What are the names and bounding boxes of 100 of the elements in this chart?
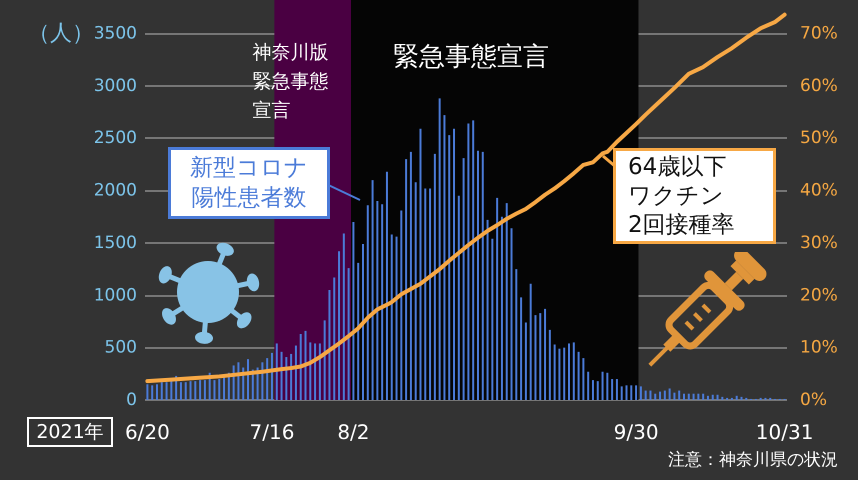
bar xyxy=(390,234,393,400)
bar xyxy=(204,380,206,400)
y2-tick-label: 60% xyxy=(800,76,838,96)
bar xyxy=(616,379,618,400)
bar xyxy=(453,128,456,400)
x-tick-label: 8/2 xyxy=(337,420,370,444)
bar xyxy=(673,392,676,400)
bar xyxy=(626,385,628,400)
bar xyxy=(381,204,384,400)
bar xyxy=(294,346,297,400)
bar xyxy=(199,380,202,400)
bar xyxy=(682,394,685,400)
bar xyxy=(151,385,154,400)
y2-tick-label: 0% xyxy=(800,390,827,410)
bar xyxy=(558,348,560,400)
x-tick-label: 7/16 xyxy=(250,420,294,444)
bar xyxy=(386,172,388,400)
bar xyxy=(640,386,642,400)
bar xyxy=(520,297,522,400)
bar xyxy=(510,228,513,400)
bar xyxy=(572,342,575,400)
bar xyxy=(362,244,364,400)
bar xyxy=(276,343,278,400)
bar xyxy=(304,330,306,400)
bar xyxy=(314,343,316,400)
y-tick-label: 3000 xyxy=(94,76,137,96)
bar xyxy=(664,390,666,400)
y2-tick-label: 40% xyxy=(800,180,838,201)
bar xyxy=(300,334,302,400)
bar xyxy=(285,357,288,400)
bar xyxy=(736,396,738,400)
bar xyxy=(688,394,690,400)
bar xyxy=(160,382,163,400)
bar xyxy=(506,203,508,400)
bar xyxy=(342,234,345,400)
bar xyxy=(266,358,268,400)
bar xyxy=(611,379,614,400)
y-tick-label: 1500 xyxy=(94,232,137,253)
bar xyxy=(649,390,652,400)
bar xyxy=(458,196,460,400)
bar xyxy=(534,315,536,400)
bar xyxy=(376,201,378,400)
y-tick-label: 0 xyxy=(126,390,137,410)
bar xyxy=(740,396,742,400)
y-tick-label: 1000 xyxy=(94,285,137,306)
bar xyxy=(659,392,662,400)
x-axis-title: 2021年 xyxy=(27,417,113,447)
series-label: 新型コロナ陽性患者数 xyxy=(190,155,308,211)
bar xyxy=(366,205,369,400)
bar xyxy=(419,128,422,400)
bar xyxy=(524,322,527,400)
bar xyxy=(352,222,354,400)
x-tick-label: 10/31 xyxy=(756,420,814,444)
bar xyxy=(530,284,532,400)
bar xyxy=(434,154,436,400)
bar xyxy=(548,330,551,400)
bar xyxy=(515,269,518,400)
bar xyxy=(357,262,360,400)
y2-tick-label: 50% xyxy=(800,128,838,148)
bar xyxy=(280,352,283,400)
bar xyxy=(318,343,321,400)
bar xyxy=(668,388,671,400)
y2-tick-label: 10% xyxy=(800,338,838,358)
bar xyxy=(578,352,580,400)
bar xyxy=(348,268,350,400)
y-axis-title: （人） xyxy=(28,20,94,48)
x-tick-label: 9/30 xyxy=(614,420,659,444)
bar xyxy=(620,386,623,400)
bar xyxy=(491,238,494,400)
text: 注意：神奈川県の状況 xyxy=(668,449,838,471)
bar xyxy=(190,381,192,400)
bar xyxy=(563,348,566,400)
bar xyxy=(644,390,647,400)
bar xyxy=(410,152,412,400)
bar xyxy=(309,342,312,400)
bar xyxy=(194,381,196,400)
bar xyxy=(697,394,700,400)
bar xyxy=(443,115,446,400)
bar xyxy=(712,394,714,400)
bar xyxy=(424,188,426,400)
y-tick-label: 2500 xyxy=(94,128,137,148)
bar xyxy=(429,188,432,400)
y2-tick-label: 70% xyxy=(800,24,838,44)
bar xyxy=(692,394,695,400)
y-tick-label: 3500 xyxy=(94,24,137,44)
bar xyxy=(448,135,450,400)
bar xyxy=(554,344,556,400)
bar xyxy=(486,220,489,400)
bar xyxy=(414,182,417,400)
bar xyxy=(333,277,336,400)
bar xyxy=(587,372,590,400)
bar xyxy=(472,120,474,400)
bar xyxy=(539,313,542,400)
y-tick-label: 500 xyxy=(104,338,137,358)
bar xyxy=(166,382,168,400)
bar xyxy=(467,124,470,400)
bar xyxy=(721,396,724,400)
bar xyxy=(372,180,374,400)
bar xyxy=(630,385,632,400)
y2-tick-label: 30% xyxy=(800,232,838,253)
